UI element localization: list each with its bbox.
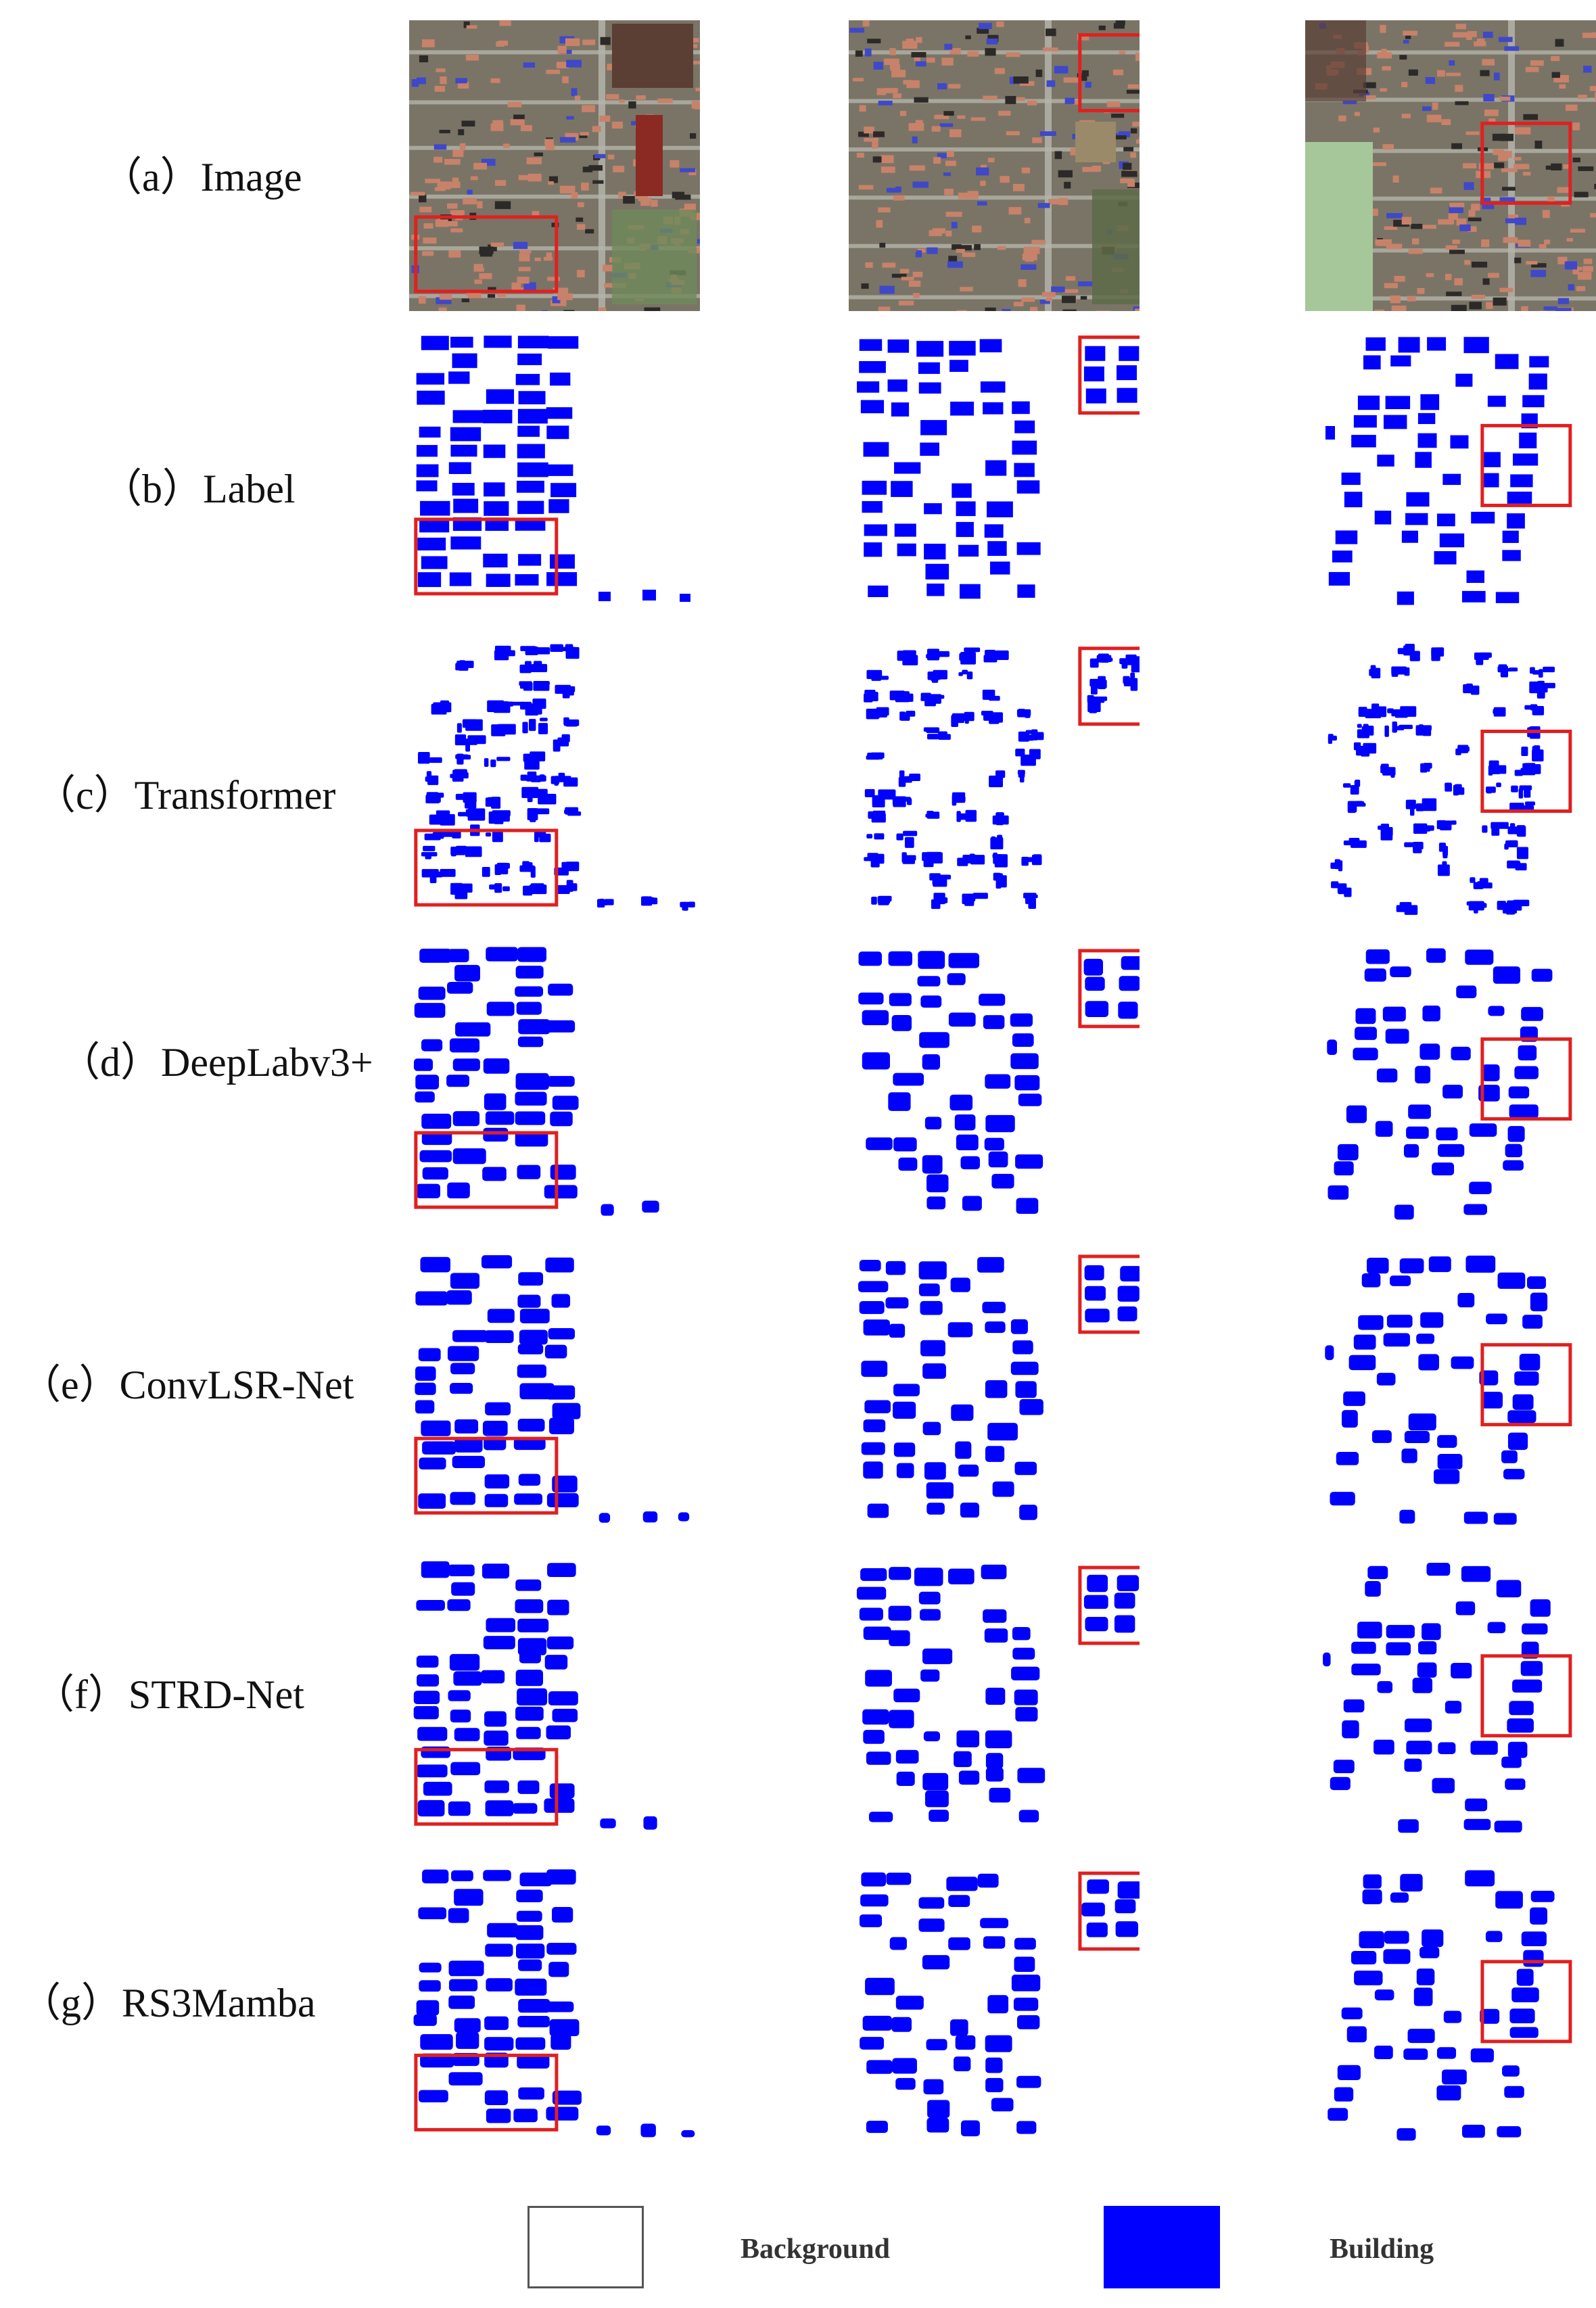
aerial-image <box>409 20 700 311</box>
legend-label-building: Building <box>1330 2234 1434 2265</box>
segmentation-mask <box>1325 1255 1572 1525</box>
highlight-box <box>1480 1037 1572 1121</box>
segmentation-mask <box>858 949 1140 1215</box>
segmentation-mask <box>864 646 1140 910</box>
panel-e-col2 <box>849 1244 1140 1535</box>
panel-b-col2 <box>849 325 1140 615</box>
panel-c-col3 <box>1305 632 1596 923</box>
highlight-box <box>1078 646 1140 726</box>
highlight-box <box>1480 1654 1572 1738</box>
aerial-image <box>1305 20 1596 311</box>
legend-label-background: Background <box>741 2234 890 2265</box>
panel-c-col1 <box>409 632 700 923</box>
panel-b-col3 <box>1305 325 1596 615</box>
highlight-box <box>414 215 559 293</box>
panel-d-col2 <box>849 937 1140 1227</box>
legend-swatch-building <box>1104 2206 1220 2288</box>
highlight-box <box>414 517 559 596</box>
segmentation-mask <box>1328 643 1572 915</box>
highlight-box <box>414 1747 559 1826</box>
panel-e-col1 <box>409 1244 700 1535</box>
panel-f-col3 <box>1305 1552 1596 1843</box>
segmentation-mask <box>1327 948 1572 1220</box>
segmentation-mask <box>414 644 695 911</box>
panel-d-col1 <box>409 937 700 1227</box>
highlight-box <box>1480 423 1572 507</box>
segmentation-mask <box>413 1561 657 1830</box>
segmentation-mask <box>859 1871 1140 2137</box>
aerial-image <box>849 20 1140 311</box>
segmentation-mask <box>1328 1870 1572 2141</box>
highlight-box <box>414 1436 559 1515</box>
segmentation-mask <box>856 1564 1140 1822</box>
panel-f-col1 <box>409 1552 700 1843</box>
panel-f-col2 <box>849 1552 1140 1843</box>
panel-a-col3 <box>1305 20 1596 311</box>
row-label-b: （b）Label <box>101 467 296 511</box>
highlight-box <box>414 828 559 907</box>
panel-g-col2 <box>849 1860 1140 2150</box>
row-label-e: （e）ConvLSR-Net <box>20 1363 354 1407</box>
segmentation-mask <box>414 335 690 602</box>
panel-a-col2 <box>849 20 1140 311</box>
highlight-box <box>1078 335 1140 415</box>
segmentation-mask <box>413 1869 695 2138</box>
legend-swatch-background <box>527 2206 644 2288</box>
highlight-box <box>1078 1565 1140 1645</box>
segmentation-mask <box>414 1255 690 1523</box>
highlight-box <box>414 2053 559 2132</box>
row-label-d: （d）DeepLabv3+ <box>60 1040 373 1085</box>
highlight-box <box>1078 1254 1140 1334</box>
panel-g-col1 <box>409 1860 700 2150</box>
row-label-g: （g）RS3Mamba <box>20 1981 316 2025</box>
row-label-a: （a）Image <box>101 155 302 199</box>
panel-b-col1 <box>409 325 700 615</box>
row-label-c: （c）Transformer <box>35 773 336 818</box>
segmentation-mask <box>1325 337 1572 605</box>
segmentation-mask <box>858 1254 1140 1520</box>
highlight-box <box>1078 1871 1140 1951</box>
highlight-box <box>414 1131 559 1209</box>
panel-c-col2 <box>849 632 1140 923</box>
highlight-box <box>1480 1960 1572 2044</box>
segmentation-mask <box>413 947 659 1216</box>
panel-g-col3 <box>1305 1860 1596 2150</box>
panel-d-col3 <box>1305 937 1596 1227</box>
highlight-box <box>1480 730 1572 814</box>
segmentation-mask <box>857 335 1140 599</box>
highlight-box <box>1480 121 1572 205</box>
row-label-f: （f）STRD-Net <box>34 1672 304 1717</box>
panel-e-col3 <box>1305 1244 1596 1535</box>
panel-a-col1 <box>409 20 700 311</box>
segmentation-mask <box>1323 1562 1572 1833</box>
highlight-box <box>1078 33 1140 113</box>
highlight-box <box>1480 1343 1572 1427</box>
highlight-box <box>1078 949 1140 1029</box>
